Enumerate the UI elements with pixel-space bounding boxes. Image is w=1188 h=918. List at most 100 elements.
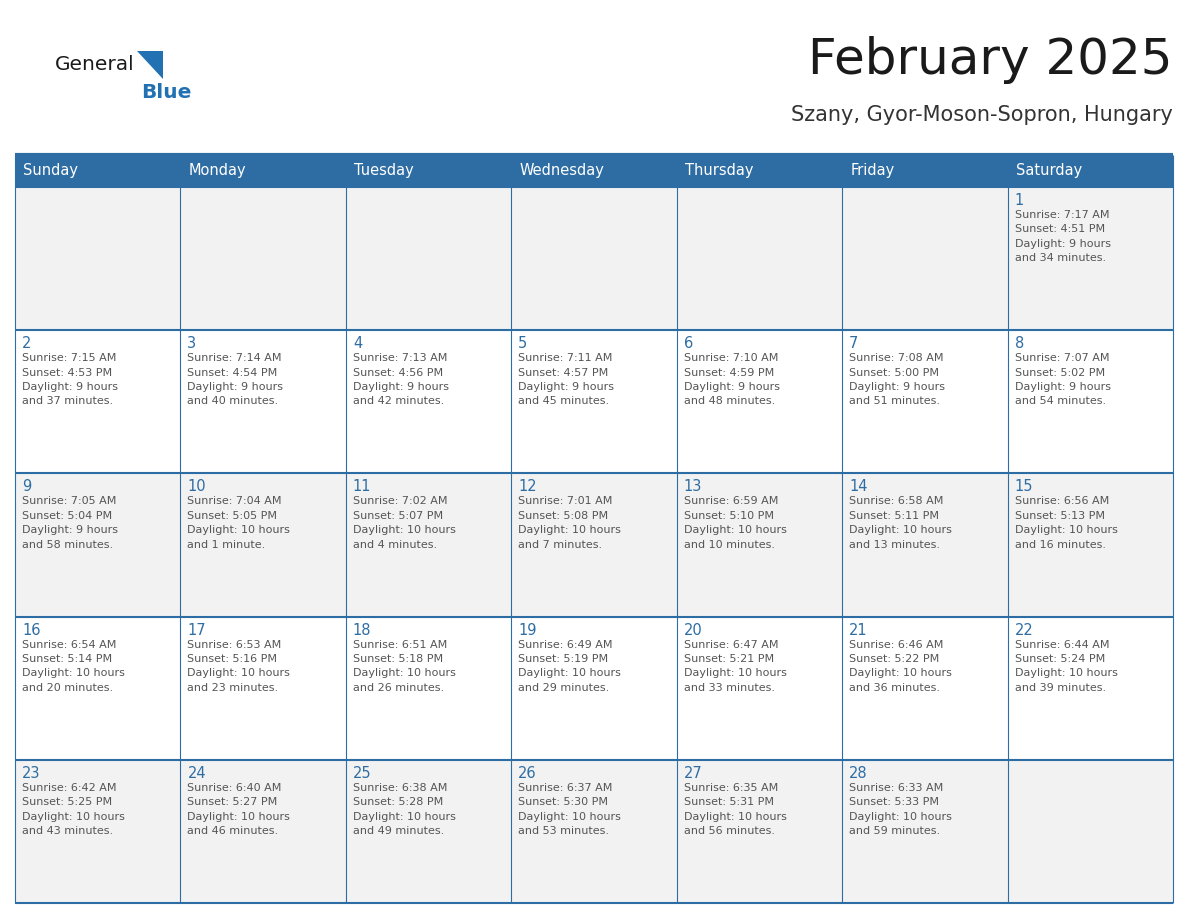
Bar (346, 760, 511, 903)
Text: Blue: Blue (141, 83, 191, 102)
Text: Sunrise: 7:11 AM
Sunset: 4:57 PM
Daylight: 9 hours
and 45 minutes.: Sunrise: 7:11 AM Sunset: 4:57 PM Dayligh… (518, 353, 614, 407)
Polygon shape (137, 51, 163, 79)
Text: Sunrise: 6:37 AM
Sunset: 5:30 PM
Daylight: 10 hours
and 53 minutes.: Sunrise: 6:37 AM Sunset: 5:30 PM Dayligh… (518, 783, 621, 836)
Bar (1007, 330, 1173, 474)
Text: Sunrise: 7:17 AM
Sunset: 4:51 PM
Daylight: 9 hours
and 34 minutes.: Sunrise: 7:17 AM Sunset: 4:51 PM Dayligh… (1015, 210, 1111, 263)
Bar (15, 474, 181, 617)
Text: Sunrise: 7:13 AM
Sunset: 4:56 PM
Daylight: 9 hours
and 42 minutes.: Sunrise: 7:13 AM Sunset: 4:56 PM Dayligh… (353, 353, 449, 407)
Text: 25: 25 (353, 766, 372, 781)
Text: February 2025: February 2025 (809, 36, 1173, 84)
Text: Sunday: Sunday (23, 163, 78, 178)
Text: Sunrise: 7:15 AM
Sunset: 4:53 PM
Daylight: 9 hours
and 37 minutes.: Sunrise: 7:15 AM Sunset: 4:53 PM Dayligh… (23, 353, 118, 407)
Bar (181, 330, 346, 474)
Bar (511, 330, 677, 474)
Text: Sunrise: 6:54 AM
Sunset: 5:14 PM
Daylight: 10 hours
and 20 minutes.: Sunrise: 6:54 AM Sunset: 5:14 PM Dayligh… (23, 640, 125, 693)
Text: 12: 12 (518, 479, 537, 495)
Bar (511, 617, 677, 760)
Text: 24: 24 (188, 766, 206, 781)
Text: 15: 15 (1015, 479, 1034, 495)
Bar (842, 760, 1007, 903)
Bar (842, 617, 1007, 760)
Text: Sunrise: 7:02 AM
Sunset: 5:07 PM
Daylight: 10 hours
and 4 minutes.: Sunrise: 7:02 AM Sunset: 5:07 PM Dayligh… (353, 497, 456, 550)
Bar (15, 187, 181, 330)
Text: 17: 17 (188, 622, 206, 638)
Text: Sunrise: 6:44 AM
Sunset: 5:24 PM
Daylight: 10 hours
and 39 minutes.: Sunrise: 6:44 AM Sunset: 5:24 PM Dayligh… (1015, 640, 1118, 693)
Text: Sunrise: 6:38 AM
Sunset: 5:28 PM
Daylight: 10 hours
and 49 minutes.: Sunrise: 6:38 AM Sunset: 5:28 PM Dayligh… (353, 783, 456, 836)
Text: 18: 18 (353, 622, 372, 638)
Bar (181, 187, 346, 330)
Text: 27: 27 (684, 766, 702, 781)
Text: 20: 20 (684, 622, 702, 638)
Text: General: General (55, 55, 134, 74)
Bar (677, 760, 842, 903)
Text: 5: 5 (518, 336, 527, 352)
Bar (346, 330, 511, 474)
Bar (1007, 617, 1173, 760)
Text: 4: 4 (353, 336, 362, 352)
Text: 21: 21 (849, 622, 867, 638)
Bar (181, 474, 346, 617)
Text: Sunrise: 7:08 AM
Sunset: 5:00 PM
Daylight: 9 hours
and 51 minutes.: Sunrise: 7:08 AM Sunset: 5:00 PM Dayligh… (849, 353, 946, 407)
Text: Sunrise: 6:33 AM
Sunset: 5:33 PM
Daylight: 10 hours
and 59 minutes.: Sunrise: 6:33 AM Sunset: 5:33 PM Dayligh… (849, 783, 952, 836)
Text: 22: 22 (1015, 622, 1034, 638)
Text: 1: 1 (1015, 193, 1024, 208)
Text: Friday: Friday (851, 163, 895, 178)
Text: Sunrise: 7:05 AM
Sunset: 5:04 PM
Daylight: 9 hours
and 58 minutes.: Sunrise: 7:05 AM Sunset: 5:04 PM Dayligh… (23, 497, 118, 550)
Bar (346, 187, 511, 330)
Text: 10: 10 (188, 479, 206, 495)
Bar (1007, 474, 1173, 617)
Bar (15, 330, 181, 474)
Text: Sunrise: 6:35 AM
Sunset: 5:31 PM
Daylight: 10 hours
and 56 minutes.: Sunrise: 6:35 AM Sunset: 5:31 PM Dayligh… (684, 783, 786, 836)
Text: 9: 9 (23, 479, 31, 495)
Text: 13: 13 (684, 479, 702, 495)
Bar (842, 330, 1007, 474)
Bar (511, 187, 677, 330)
Text: Thursday: Thursday (684, 163, 753, 178)
Text: 26: 26 (518, 766, 537, 781)
Text: 19: 19 (518, 622, 537, 638)
Bar (181, 617, 346, 760)
Text: Tuesday: Tuesday (354, 163, 413, 178)
Text: Sunrise: 6:51 AM
Sunset: 5:18 PM
Daylight: 10 hours
and 26 minutes.: Sunrise: 6:51 AM Sunset: 5:18 PM Dayligh… (353, 640, 456, 693)
Bar (181, 760, 346, 903)
Text: Sunrise: 6:42 AM
Sunset: 5:25 PM
Daylight: 10 hours
and 43 minutes.: Sunrise: 6:42 AM Sunset: 5:25 PM Dayligh… (23, 783, 125, 836)
Bar (511, 474, 677, 617)
Bar (1007, 187, 1173, 330)
Bar (511, 760, 677, 903)
Bar (842, 187, 1007, 330)
Text: Sunrise: 6:58 AM
Sunset: 5:11 PM
Daylight: 10 hours
and 13 minutes.: Sunrise: 6:58 AM Sunset: 5:11 PM Dayligh… (849, 497, 952, 550)
Text: 16: 16 (23, 622, 40, 638)
Text: Sunrise: 6:59 AM
Sunset: 5:10 PM
Daylight: 10 hours
and 10 minutes.: Sunrise: 6:59 AM Sunset: 5:10 PM Dayligh… (684, 497, 786, 550)
Text: Sunrise: 6:47 AM
Sunset: 5:21 PM
Daylight: 10 hours
and 33 minutes.: Sunrise: 6:47 AM Sunset: 5:21 PM Dayligh… (684, 640, 786, 693)
Bar (677, 474, 842, 617)
Bar (677, 617, 842, 760)
Text: 8: 8 (1015, 336, 1024, 352)
Text: Sunrise: 6:53 AM
Sunset: 5:16 PM
Daylight: 10 hours
and 23 minutes.: Sunrise: 6:53 AM Sunset: 5:16 PM Dayligh… (188, 640, 290, 693)
Bar (677, 330, 842, 474)
Text: Sunrise: 7:07 AM
Sunset: 5:02 PM
Daylight: 9 hours
and 54 minutes.: Sunrise: 7:07 AM Sunset: 5:02 PM Dayligh… (1015, 353, 1111, 407)
Bar (15, 155, 1173, 187)
Text: Sunrise: 7:14 AM
Sunset: 4:54 PM
Daylight: 9 hours
and 40 minutes.: Sunrise: 7:14 AM Sunset: 4:54 PM Dayligh… (188, 353, 284, 407)
Text: 11: 11 (353, 479, 372, 495)
Text: Sunrise: 6:46 AM
Sunset: 5:22 PM
Daylight: 10 hours
and 36 minutes.: Sunrise: 6:46 AM Sunset: 5:22 PM Dayligh… (849, 640, 952, 693)
Bar (677, 187, 842, 330)
Bar (15, 617, 181, 760)
Text: Sunrise: 7:10 AM
Sunset: 4:59 PM
Daylight: 9 hours
and 48 minutes.: Sunrise: 7:10 AM Sunset: 4:59 PM Dayligh… (684, 353, 779, 407)
Text: 3: 3 (188, 336, 196, 352)
Text: 2: 2 (23, 336, 31, 352)
Text: Saturday: Saturday (1016, 163, 1082, 178)
Text: Szany, Gyor-Moson-Sopron, Hungary: Szany, Gyor-Moson-Sopron, Hungary (791, 105, 1173, 125)
Text: Monday: Monday (189, 163, 246, 178)
Text: Sunrise: 6:49 AM
Sunset: 5:19 PM
Daylight: 10 hours
and 29 minutes.: Sunrise: 6:49 AM Sunset: 5:19 PM Dayligh… (518, 640, 621, 693)
Text: Sunrise: 7:04 AM
Sunset: 5:05 PM
Daylight: 10 hours
and 1 minute.: Sunrise: 7:04 AM Sunset: 5:05 PM Dayligh… (188, 497, 290, 550)
Text: Sunrise: 6:40 AM
Sunset: 5:27 PM
Daylight: 10 hours
and 46 minutes.: Sunrise: 6:40 AM Sunset: 5:27 PM Dayligh… (188, 783, 290, 836)
Text: Sunrise: 6:56 AM
Sunset: 5:13 PM
Daylight: 10 hours
and 16 minutes.: Sunrise: 6:56 AM Sunset: 5:13 PM Dayligh… (1015, 497, 1118, 550)
Text: 6: 6 (684, 336, 693, 352)
Text: Wednesday: Wednesday (519, 163, 605, 178)
Text: 7: 7 (849, 336, 859, 352)
Text: 14: 14 (849, 479, 867, 495)
Text: 23: 23 (23, 766, 40, 781)
Bar (842, 474, 1007, 617)
Bar (1007, 760, 1173, 903)
Bar (15, 760, 181, 903)
